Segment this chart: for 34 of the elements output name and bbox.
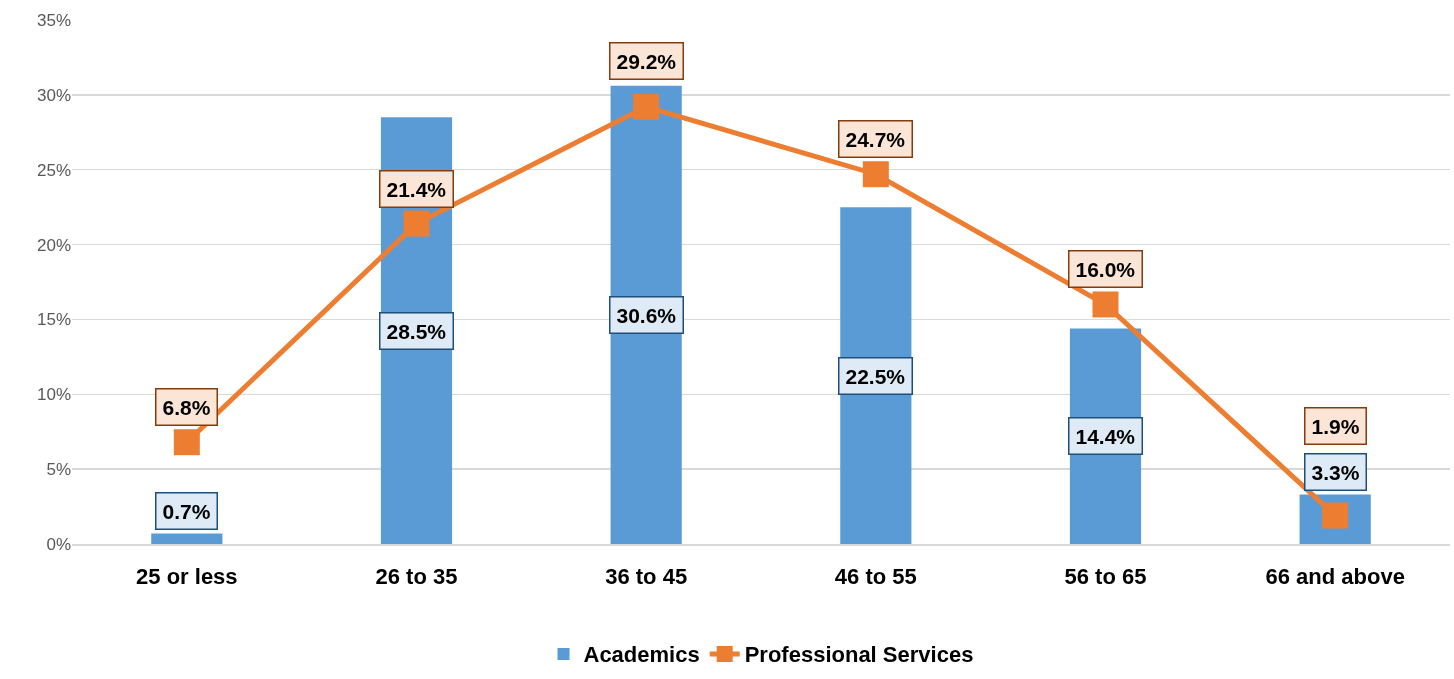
data-label: 3.3% (1311, 460, 1360, 484)
data-label: 6.8% (162, 395, 211, 419)
data-label: 16.0% (1075, 257, 1136, 281)
data-label: 22.5% (845, 364, 906, 388)
y-tick-label: 10% (36, 385, 71, 405)
x-tick-label: 56 to 65 (1064, 563, 1147, 589)
y-tick-label: 15% (36, 310, 71, 330)
x-tick-label: 36 to 45 (605, 563, 688, 589)
y-tick-label: 25% (36, 160, 71, 180)
bar (151, 533, 223, 544)
y-tick-label: 30% (36, 85, 71, 105)
data-label: 0.7% (162, 499, 211, 523)
legend-label: Professional Services (744, 642, 974, 668)
point (173, 429, 200, 456)
legend-label: Academics (583, 642, 700, 668)
x-tick-label: 26 to 35 (375, 563, 458, 589)
x-tick-label: 25 or less (136, 563, 238, 589)
data-label: 14.4% (1075, 424, 1136, 448)
data-label: 29.2% (616, 49, 677, 73)
y-tick-label: 0% (46, 534, 71, 554)
data-label: 21.4% (386, 177, 447, 201)
y-tick-label: 5% (46, 460, 71, 480)
data-label: 28.5% (386, 319, 447, 343)
y-tick-label: 35% (36, 10, 71, 30)
point (862, 161, 889, 188)
data-label: 30.6% (616, 303, 677, 327)
point (633, 93, 660, 120)
x-tick-label: 66 and above (1265, 563, 1405, 589)
point (403, 210, 430, 237)
data-label: 1.9% (1311, 414, 1360, 438)
point (1092, 291, 1119, 318)
x-tick-label: 46 to 55 (834, 563, 917, 589)
y-tick-label: 20% (36, 235, 71, 255)
data-label: 24.7% (845, 127, 906, 151)
